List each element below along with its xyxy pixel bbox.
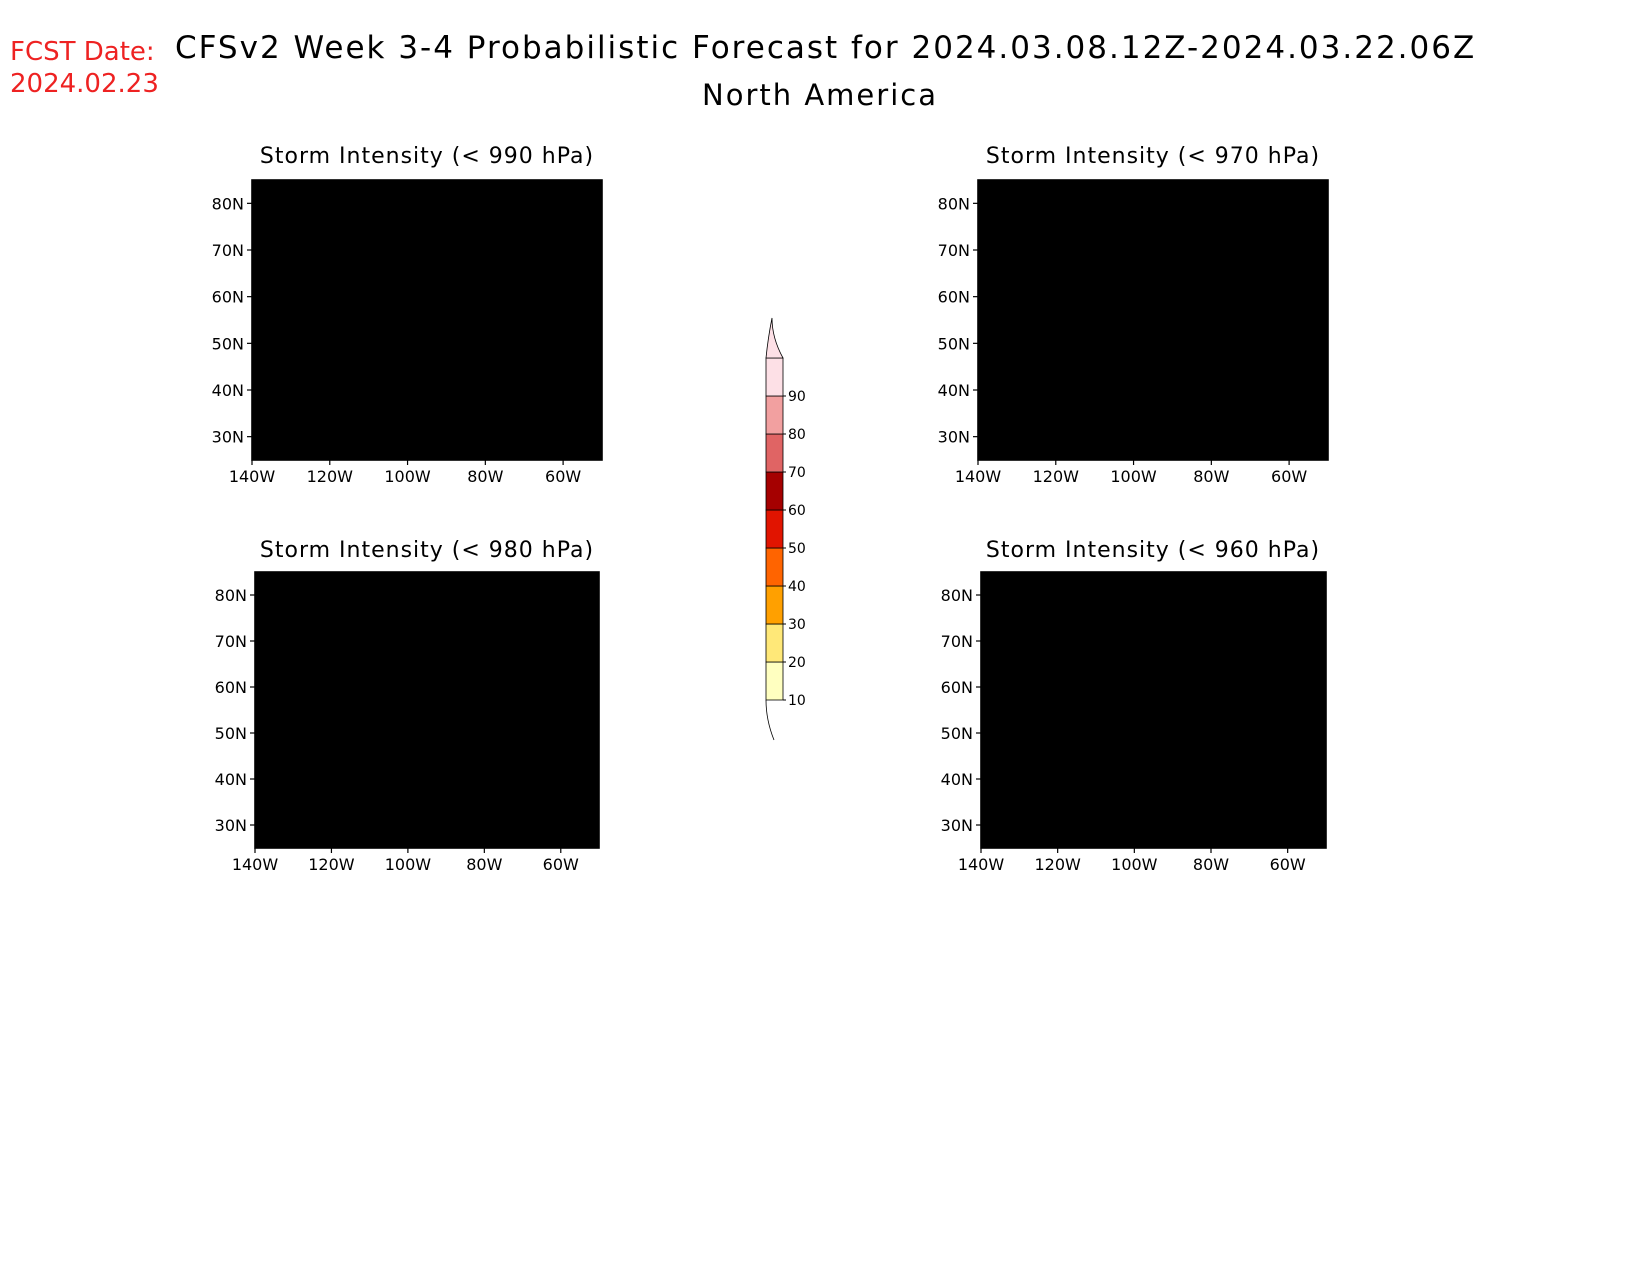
lat-tick-label: 60N: [938, 288, 970, 307]
lon-tick-label: 140W: [229, 467, 276, 486]
colorbar-top-cap: [765, 317, 784, 359]
lon-tick-label: 120W: [307, 467, 354, 486]
coastline-map: [252, 186, 602, 460]
lat-tick-label: 40N: [212, 381, 244, 400]
colorbar-swatch: [765, 623, 784, 663]
coastline-map: [981, 578, 1326, 848]
forecast-date-value: 2024.02.23: [10, 69, 159, 99]
panel-title: Storm Intensity (< 990 hPa): [260, 144, 594, 169]
lat-tick-label: 30N: [215, 816, 247, 835]
lon-tick-label: 60W: [1270, 855, 1306, 874]
lon-tick-label: 120W: [1033, 467, 1080, 486]
lat-tick-label: 70N: [212, 241, 244, 260]
colorbar: 10 20 30 40 50 60 70 80 90: [765, 317, 806, 741]
lat-tick-label: 30N: [938, 428, 970, 447]
lat-tick-label: 80N: [938, 194, 970, 213]
lat-tick-label: 40N: [941, 770, 973, 789]
lon-tick-label: 80W: [1193, 855, 1229, 874]
lon-tick-label: 60W: [543, 855, 579, 874]
lon-tick-label: 80W: [466, 855, 502, 874]
lon-tick-label: 140W: [955, 467, 1002, 486]
colorbar-swatch: [765, 547, 784, 587]
page-title: CFSv2 Week 3-4 Probabilistic Forecast fo…: [175, 30, 1477, 66]
forecast-date-label: FCST Date:: [10, 37, 155, 67]
map-frame: [254, 571, 600, 849]
panel-storm-960: Storm Intensity (< 960 hPa) 140W 120W 100W 8…: [941, 538, 1327, 874]
lat-tick-label: 80N: [941, 586, 973, 605]
lon-tick-label: 120W: [1034, 855, 1081, 874]
colorbar-swatch: [765, 509, 784, 549]
colorbar-label: 40: [788, 579, 806, 595]
lat-tick-label: 70N: [215, 632, 247, 651]
lat-tick-label: 30N: [212, 428, 244, 447]
lon-tick-label: 120W: [308, 855, 355, 874]
panel-title: Storm Intensity (< 970 hPa): [986, 144, 1320, 169]
colorbar-swatch: [765, 433, 784, 473]
lat-tick-label: 60N: [215, 678, 247, 697]
panel-storm-980: Storm Intensity (< 980 hPa) 140W 120W 100W 8…: [215, 538, 600, 874]
lon-tick-label: 100W: [1111, 855, 1158, 874]
lon-tick-label: 80W: [467, 467, 503, 486]
lon-tick-label: 140W: [958, 855, 1005, 874]
colorbar-label: 30: [788, 617, 806, 633]
lat-tick-label: 60N: [941, 678, 973, 697]
colorbar-label: 90: [788, 389, 806, 405]
lat-tick-label: 80N: [212, 194, 244, 213]
lat-tick-label: 30N: [941, 816, 973, 835]
lat-tick-label: 50N: [212, 334, 244, 353]
lat-tick-label: 50N: [938, 334, 970, 353]
map-frame: [980, 571, 1327, 849]
region-subtitle: North America: [702, 78, 938, 112]
colorbar-label: 70: [788, 465, 806, 481]
colorbar-label: 80: [788, 427, 806, 443]
colorbar-label: 10: [788, 693, 806, 709]
colorbar-label: 60: [788, 503, 806, 519]
lat-tick-label: 50N: [941, 724, 973, 743]
lon-tick-label: 100W: [1110, 467, 1157, 486]
colorbar-swatch: [765, 585, 784, 625]
lat-tick-label: 40N: [938, 381, 970, 400]
lat-tick-label: 40N: [215, 770, 247, 789]
colorbar-label: 20: [788, 655, 806, 671]
lat-tick-label: 50N: [215, 724, 247, 743]
map-frame: [977, 179, 1329, 461]
lon-tick-label: 100W: [385, 855, 432, 874]
coastline-map: [255, 578, 599, 848]
lat-tick-label: 60N: [212, 288, 244, 307]
lon-tick-label: 80W: [1193, 467, 1229, 486]
lat-tick-label: 70N: [941, 632, 973, 651]
map-frame: [251, 179, 603, 461]
lon-tick-label: 60W: [545, 467, 581, 486]
colorbar-swatch: [765, 661, 784, 701]
lon-tick-label: 100W: [384, 467, 431, 486]
coastline-map: [978, 186, 1328, 460]
lat-tick-label: 70N: [938, 241, 970, 260]
forecast-date: FCST Date: 2024.02.23: [10, 36, 159, 100]
panel-title: Storm Intensity (< 960 hPa): [986, 538, 1320, 563]
colorbar-swatch: [765, 471, 784, 511]
colorbar-swatch: [765, 357, 784, 397]
lat-tick-label: 80N: [215, 586, 247, 605]
panel-title: Storm Intensity (< 980 hPa): [260, 538, 594, 563]
colorbar-label: 50: [788, 541, 806, 557]
panel-storm-970: Storm Intensity (< 970 hPa) 140W 120W 100W 8…: [938, 144, 1329, 486]
colorbar-bottom-cap: [765, 699, 775, 741]
panel-storm-990: Storm Intensity (< 990 hPa) 140W 120W 100W 8…: [212, 144, 603, 486]
colorbar-swatch: [765, 395, 784, 435]
lon-tick-label: 140W: [232, 855, 279, 874]
lon-tick-label: 60W: [1271, 467, 1307, 486]
